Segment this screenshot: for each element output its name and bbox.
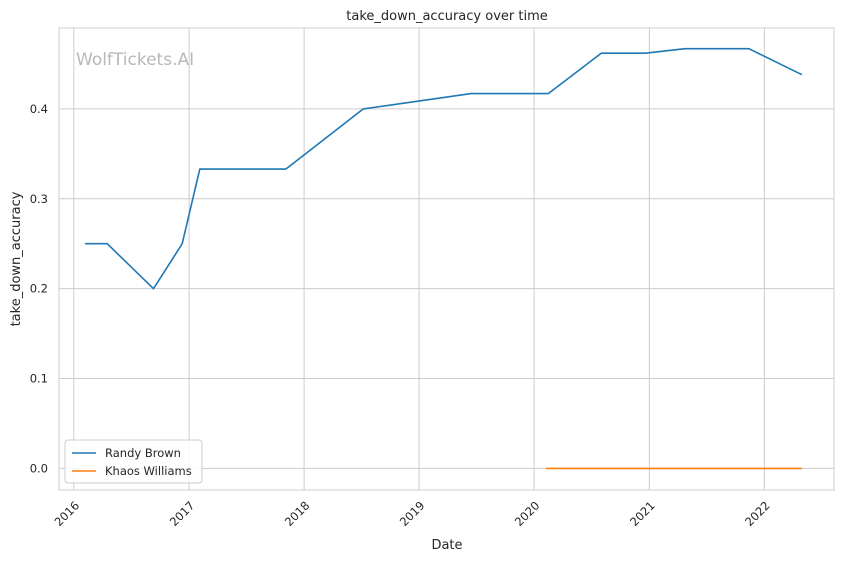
x-axis-label: Date	[431, 538, 462, 553]
y-tick-label: 0.1	[30, 372, 48, 386]
x-tick-label: 2021	[627, 498, 658, 529]
x-tick-label: 2019	[397, 498, 428, 529]
x-tick-label: 2022	[742, 498, 773, 529]
series-layer	[85, 47, 803, 470]
y-tick-label: 0.2	[30, 282, 48, 296]
watermark: WolfTickets.AI	[76, 50, 194, 70]
legend-label-randy-brown: Randy Brown	[105, 446, 181, 460]
x-tick-label: 2018	[282, 498, 313, 529]
x-tick-label: 2020	[512, 498, 543, 529]
x-tick-label: 2017	[167, 498, 198, 529]
legend: Randy Brown Khaos Williams	[64, 439, 203, 484]
y-axis-label: take_down_accuracy	[9, 191, 24, 326]
legend-label-khaos-williams: Khaos Williams	[105, 464, 192, 478]
y-tick-label: 0.0	[30, 461, 48, 475]
legend-box	[64, 439, 203, 484]
y-tick-label: 0.4	[30, 102, 48, 116]
chart-title: take_down_accuracy over time	[346, 9, 547, 24]
plot-background	[59, 28, 834, 490]
x-tick-label: 2016	[52, 498, 83, 529]
y-tick-labels: 0.0 0.1 0.2 0.3 0.4	[30, 102, 48, 476]
plot-frame	[58, 27, 835, 491]
series-line-randy-brown	[85, 47, 803, 290]
y-tick-label: 0.3	[30, 192, 48, 206]
x-tick-labels: 2016 2017 2018 2019 2020 2021 2022	[52, 498, 773, 529]
grid-lines	[59, 28, 834, 490]
